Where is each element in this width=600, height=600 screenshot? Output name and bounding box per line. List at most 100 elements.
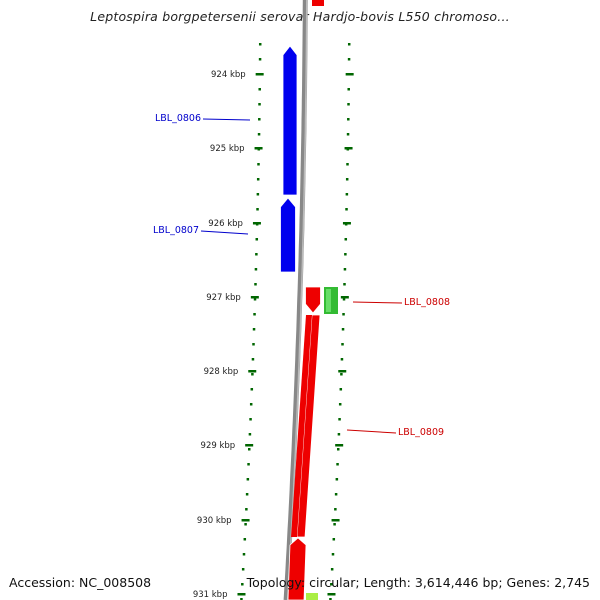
minor-tick-right: [334, 493, 338, 496]
scale-tick-label: 925 kbp: [210, 144, 245, 154]
gene-lbl-0806[interactable]: [282, 45, 298, 196]
scale-tick-label: 928 kbp: [204, 367, 239, 377]
major-tick-right: [342, 222, 351, 225]
gene-label-lbl-0809[interactable]: LBL_0809: [398, 427, 444, 438]
minor-tick-right: [346, 163, 349, 166]
minor-tick-right: [347, 43, 351, 46]
minor-tick-right: [335, 478, 339, 481]
minor-tick-left: [247, 463, 250, 466]
minor-tick-right: [346, 133, 350, 136]
scale-tick-label: 924 kbp: [211, 70, 246, 80]
gene-lbl-0807[interactable]: [280, 197, 296, 273]
minor-tick-right: [344, 253, 347, 256]
minor-tick-right: [336, 448, 340, 451]
minor-tick-right: [341, 343, 344, 346]
minor-tick-right: [339, 388, 343, 391]
minor-tick-right: [338, 418, 341, 421]
major-tick-left: [252, 222, 261, 225]
minor-tick-left: [258, 43, 262, 46]
minor-tick-left: [254, 283, 257, 286]
major-tick-left: [250, 296, 259, 299]
gene-lbl-0809-body[interactable]: [291, 315, 312, 537]
major-tick-left: [248, 370, 257, 373]
map-title: Leptospira borgpetersenii serovar Hardjo…: [90, 9, 510, 24]
gene-label-lbl-0808[interactable]: LBL_0808: [404, 297, 450, 308]
gene-label-leader: [200, 230, 249, 235]
minor-tick-right: [330, 583, 333, 586]
minor-tick-right: [333, 523, 336, 526]
scale-tick-label: 927 kbp: [206, 293, 241, 303]
minor-tick-right: [344, 238, 348, 241]
minor-tick-right: [342, 298, 346, 301]
major-tick-right: [327, 593, 336, 596]
gene-partial-bottom[interactable]: [287, 537, 307, 600]
minor-tick-left: [241, 583, 244, 586]
minor-tick-left: [245, 493, 249, 496]
minor-tick-right: [336, 463, 339, 466]
minor-tick-right: [345, 193, 349, 196]
major-tick-right: [344, 147, 353, 150]
feature-green-highlight: [326, 289, 331, 312]
gene-lbl-0808[interactable]: [305, 286, 321, 314]
minor-tick-left: [244, 523, 247, 526]
minor-tick-left: [246, 478, 250, 481]
minor-tick-left: [247, 448, 251, 451]
gene-label-leader: [202, 118, 251, 121]
backbone-line: [283, 0, 308, 600]
gene-label-lbl-0807[interactable]: LBL_0807: [153, 225, 199, 236]
minor-tick-right: [347, 88, 350, 91]
minor-tick-left: [251, 358, 255, 361]
minor-tick-right: [330, 568, 334, 571]
major-tick-right: [340, 296, 349, 299]
accession-text: Accession: NC_008508: [9, 575, 152, 590]
minor-tick-left: [243, 538, 247, 541]
minor-tick-left: [258, 118, 261, 121]
minor-tick-right: [332, 538, 336, 541]
minor-tick-left: [258, 103, 261, 106]
minor-tick-left: [249, 418, 252, 421]
scale-tick-label: 926 kbp: [208, 219, 243, 229]
minor-tick-right: [345, 178, 349, 181]
minor-tick-left: [257, 133, 261, 136]
minor-tick-right: [345, 208, 348, 211]
minor-tick-right: [334, 508, 337, 511]
major-tick-left: [241, 519, 250, 522]
minor-tick-left: [241, 568, 245, 571]
feature-lightgreen-block[interactable]: [306, 593, 318, 600]
minor-tick-left: [253, 313, 256, 316]
minor-tick-left: [245, 508, 248, 511]
minor-tick-right: [347, 103, 350, 106]
genome-summary-text: Topology: circular; Length: 3,614,446 bp…: [246, 575, 590, 590]
minor-tick-left: [258, 88, 261, 91]
minor-tick-left: [248, 433, 252, 436]
minor-tick-right: [337, 433, 341, 436]
major-tick-left: [254, 147, 263, 150]
scale-tick-label: 929 kbp: [201, 441, 236, 451]
gene-label-lbl-0806[interactable]: LBL_0806: [155, 113, 201, 124]
minor-tick-right: [347, 118, 350, 121]
minor-tick-right: [340, 358, 344, 361]
gene-partial-top[interactable]: [312, 0, 324, 6]
minor-tick-left: [253, 298, 257, 301]
major-tick-right: [345, 73, 354, 76]
minor-tick-left: [252, 343, 255, 346]
minor-tick-left: [255, 253, 258, 256]
minor-tick-left: [258, 58, 262, 61]
major-tick-right: [338, 370, 347, 373]
minor-tick-left: [256, 193, 260, 196]
minor-tick-left: [250, 388, 254, 391]
minor-tick-left: [251, 373, 254, 376]
backbone-highlight: [286, 0, 308, 600]
gene-label-leader: [352, 301, 403, 304]
minor-tick-right: [329, 598, 332, 600]
minor-tick-right: [341, 328, 345, 331]
scale-tick-label: 931 kbp: [193, 590, 228, 600]
major-tick-left: [237, 593, 246, 596]
minor-tick-right: [343, 268, 347, 271]
major-tick-right: [331, 519, 340, 522]
minor-tick-left: [256, 178, 260, 181]
minor-tick-left: [242, 553, 246, 556]
minor-tick-left: [249, 403, 253, 406]
major-tick-left: [255, 73, 264, 76]
